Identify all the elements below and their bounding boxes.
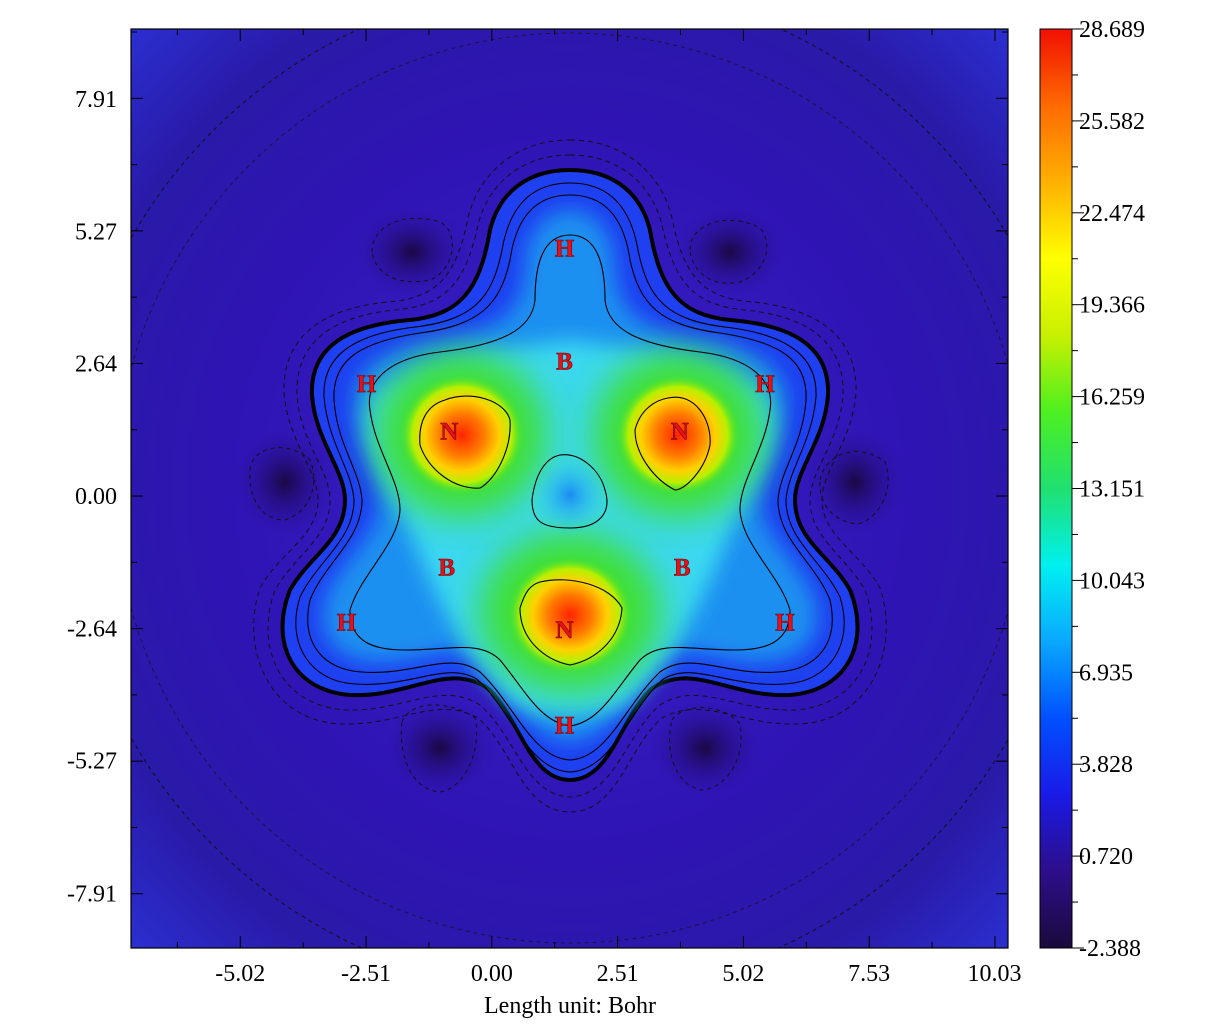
colorbar-tick-label: 6.935 (1079, 660, 1133, 686)
x-tick-label: 5.02 (722, 961, 764, 987)
y-tick-label: -7.91 (67, 881, 117, 907)
atom-label-h: H (755, 371, 775, 398)
colorbar: 28.689 25.582 22.474 19.366 16.259 13.151 10.0… (1039, 17, 1145, 962)
plot-frame (130, 28, 1009, 949)
atom-label-b: B (556, 348, 573, 375)
x-tick-label: -2.51 (341, 961, 391, 987)
colorbar-tick-label: -2.388 (1079, 936, 1141, 962)
depletion-regions (235, 207, 905, 796)
colorbar-tick-label: 13.151 (1079, 476, 1145, 502)
molecule-density (253, 139, 887, 813)
atom-label-n: N (440, 419, 458, 446)
atom-label-h: H (337, 610, 357, 637)
atom-label-h: H (775, 610, 795, 637)
contour-dashed-middle (131, 32, 1008, 944)
atom-label-n: N (555, 617, 573, 644)
atom-label-b: B (674, 554, 691, 581)
colorbar-tick-label: 10.043 (1079, 568, 1145, 594)
y-tick-label: 5.27 (75, 219, 117, 245)
y-tick-label: -2.64 (67, 617, 117, 643)
y-tick-label: 2.64 (75, 351, 117, 377)
x-tick-label: 10.03 (967, 961, 1021, 987)
colorbar-tick-label: 3.828 (1079, 752, 1133, 778)
x-tick-label: -5.02 (215, 961, 265, 987)
atom-label-h: H (357, 371, 377, 398)
atom-label-h: H (555, 713, 575, 740)
y-axis: 7.91 5.27 2.64 0.00 -2.64 -5.27 -7.91 (67, 31, 1008, 907)
colorbar-tick-label: 25.582 (1079, 109, 1145, 135)
y-tick-label: 7.91 (75, 87, 117, 113)
colorbar-tick-label: 28.689 (1079, 17, 1145, 43)
colorbar-tick-label: 0.720 (1079, 844, 1133, 870)
atom-label-b: B (438, 554, 455, 581)
colorbar-ticks: 28.689 25.582 22.474 19.366 16.259 13.151 10.0… (1072, 17, 1145, 962)
y-tick-label: 0.00 (75, 484, 117, 510)
colorbar-gradient (1040, 29, 1072, 948)
x-tick-label: 7.53 (848, 961, 890, 987)
plot-area: N N N B B B H H H H H H (131, 29, 1008, 948)
atom-label-h: H (555, 235, 575, 262)
atom-label-n: N (671, 419, 689, 446)
y-tick-label: -5.27 (67, 749, 117, 775)
x-tick-label: 2.51 (597, 961, 639, 987)
x-axis-title: Length unit: Bohr (484, 993, 656, 1019)
x-axis: -5.02 -2.51 0.00 2.51 5.02 7.53 10.03 (176, 29, 1021, 987)
colorbar-tick-label: 16.259 (1079, 385, 1145, 411)
atom-labels: N N N B B B H H H H H H (336, 235, 795, 740)
x-tick-label: 0.00 (471, 961, 513, 987)
colorbar-tick-label: 22.474 (1079, 201, 1145, 227)
colorbar-tick-label: 19.366 (1079, 293, 1145, 319)
